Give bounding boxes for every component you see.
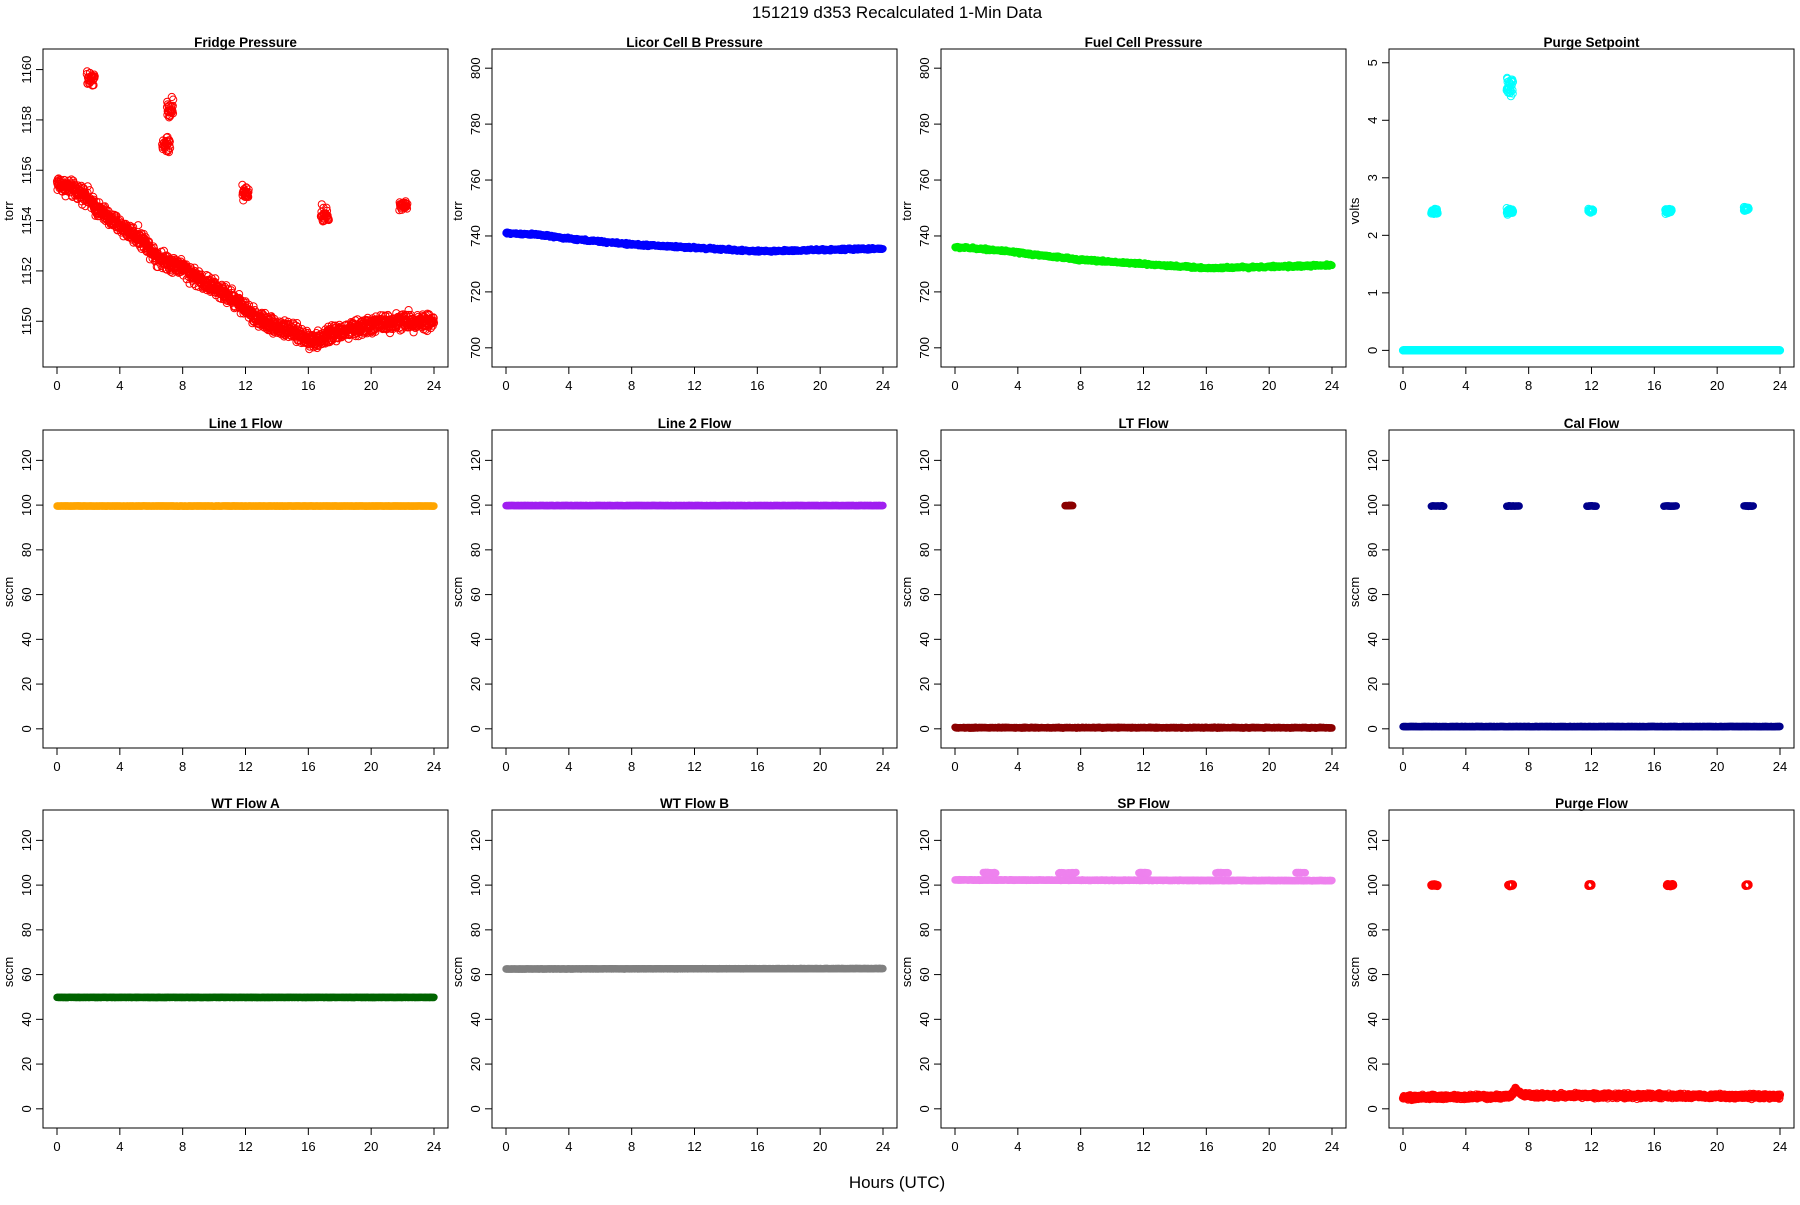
y-tick-label: 20 xyxy=(19,677,34,691)
x-tick-label: 24 xyxy=(1325,378,1339,393)
y-axis-label: torr xyxy=(450,201,465,221)
panel-fuel-cell-pressure: Fuel Cell Pressure 0 4 8 12 16 20 24 700 720 740 76… xyxy=(899,35,1346,393)
y-tick-label: 1150 xyxy=(19,307,34,335)
x-tick-label: 8 xyxy=(1525,378,1532,393)
x-tick-label: 16 xyxy=(301,378,315,393)
x-tick-label: 20 xyxy=(1710,378,1724,393)
x-tick-label: 0 xyxy=(1399,378,1406,393)
x-tick-label: 8 xyxy=(628,378,635,393)
panel-title: Fuel Cell Pressure xyxy=(1085,35,1203,50)
x-tick-label: 8 xyxy=(1077,378,1084,393)
x-tick-label: 24 xyxy=(876,378,890,393)
y-axis-label: torr xyxy=(899,201,914,221)
y-tick-label: 740 xyxy=(468,225,483,247)
series-fuel-cell-pressure xyxy=(952,243,1336,272)
x-tick-label: 24 xyxy=(427,378,441,393)
y-axis-label: torr xyxy=(1,201,16,221)
x-tick-label: 8 xyxy=(179,378,186,393)
plot-frame xyxy=(941,49,1346,367)
y-tick-label: 1 xyxy=(1365,289,1380,296)
y-tick-label: 780 xyxy=(917,113,932,135)
y-tick-label: 1158 xyxy=(19,106,34,134)
y-axis-label: sccm xyxy=(1,577,16,607)
x-tick-label: 24 xyxy=(1773,378,1787,393)
x-tick-label: 4 xyxy=(116,378,123,393)
series-licor-cell-b-pressure xyxy=(503,229,887,256)
y-tick-label: 3 xyxy=(1365,174,1380,181)
y-tick-label: 0 xyxy=(19,725,34,732)
panel-title: Line 1 Flow xyxy=(209,416,283,431)
y-tick-label: 80 xyxy=(19,543,34,557)
y-tick-label: 1154 xyxy=(19,207,34,235)
figure-title: 151219 d353 Recalculated 1-Min Data xyxy=(752,3,1043,22)
panel-title: Licor Cell B Pressure xyxy=(626,35,763,50)
y-tick-label: 780 xyxy=(468,113,483,135)
y-tick-label: 700 xyxy=(917,337,932,359)
y-tick-label: 1152 xyxy=(19,257,34,285)
y-tick-label: 720 xyxy=(468,281,483,303)
x-tick-label: 0 xyxy=(53,378,60,393)
series-fridge-pressure xyxy=(53,68,437,353)
x-tick-label: 16 xyxy=(1199,378,1213,393)
x-tick-label: 16 xyxy=(750,378,764,393)
x-tick-label: 20 xyxy=(1262,378,1276,393)
x-tick-label: 20 xyxy=(813,378,827,393)
panel-licor-cell-b-pressure: Licor Cell B Pressure 0 4 8 12 16 20 24 700 720 74… xyxy=(450,35,897,393)
plot-frame xyxy=(492,49,897,367)
y-tick-label: 1156 xyxy=(19,156,34,184)
y-tick-label: 760 xyxy=(468,169,483,191)
panel-fridge-pressure: Fridge Pressure 0 4 8 12 16 20 24 1150 1152 1154 11… xyxy=(1,35,448,393)
y-tick-label: 740 xyxy=(917,225,932,247)
figure-xlabel: Hours (UTC) xyxy=(849,1173,945,1192)
y-tick-label: 120 xyxy=(19,450,34,472)
series-line-1-flow xyxy=(54,502,438,509)
x-tick-label: 0 xyxy=(951,378,958,393)
x-tick-label: 4 xyxy=(1014,378,1021,393)
y-tick-label: 800 xyxy=(468,57,483,79)
y-axis-label: volts xyxy=(1347,197,1362,224)
x-tick-label: 16 xyxy=(301,759,315,774)
x-tick-label: 0 xyxy=(53,759,60,774)
x-tick-label: 12 xyxy=(1584,378,1598,393)
y-tick-label: 720 xyxy=(917,281,932,303)
y-tick-label: 0 xyxy=(1365,347,1380,354)
data-point xyxy=(880,245,887,252)
x-tick-label: 20 xyxy=(364,759,378,774)
x-tick-label: 12 xyxy=(687,378,701,393)
data-point xyxy=(1329,262,1336,269)
x-tick-label: 4 xyxy=(116,759,123,774)
x-tick-label: 20 xyxy=(364,378,378,393)
x-tick-label: 4 xyxy=(565,378,572,393)
panel-line-1-flow: Line 1 Flow 0 4 8 12 16 20 24 0 20 40 60 80 100 120 scc… xyxy=(1,416,448,774)
y-tick-label: 40 xyxy=(19,632,34,646)
y-tick-label: 60 xyxy=(19,587,34,601)
x-tick-label: 16 xyxy=(1647,378,1661,393)
x-tick-label: 12 xyxy=(238,378,252,393)
x-tick-label: 24 xyxy=(427,759,441,774)
y-tick-label: 760 xyxy=(917,169,932,191)
y-tick-label: 2 xyxy=(1365,232,1380,239)
y-tick-label: 1160 xyxy=(19,56,34,84)
y-tick-label: 5 xyxy=(1365,59,1380,66)
panel-title: Purge Setpoint xyxy=(1543,35,1640,50)
y-tick-label: 800 xyxy=(917,57,932,79)
x-tick-label: 12 xyxy=(1136,378,1150,393)
series-purge-setpoint xyxy=(1399,74,1783,354)
x-tick-label: 0 xyxy=(502,378,509,393)
x-tick-label: 12 xyxy=(238,759,252,774)
x-tick-label: 8 xyxy=(179,759,186,774)
y-tick-label: 100 xyxy=(19,494,34,516)
x-tick-label: 4 xyxy=(1462,378,1469,393)
y-tick-label: 700 xyxy=(468,337,483,359)
panel-title: Fridge Pressure xyxy=(194,35,297,50)
y-tick-label: 4 xyxy=(1365,117,1380,124)
